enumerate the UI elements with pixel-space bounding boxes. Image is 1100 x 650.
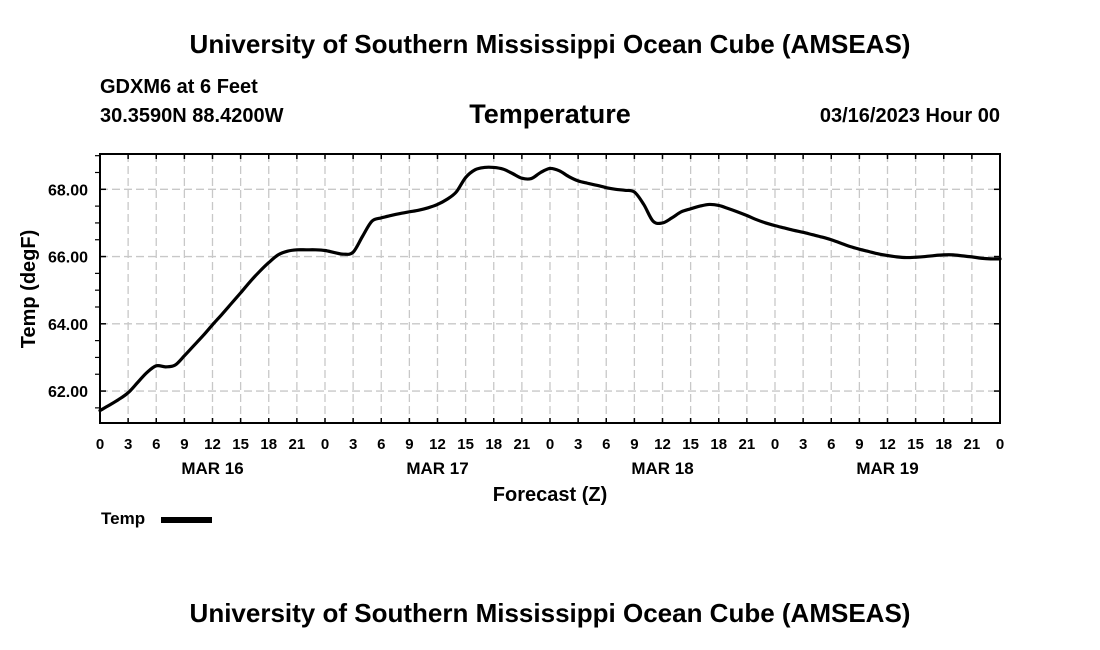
x-tick-label: 3 xyxy=(799,436,807,453)
bottom-title: University of Southern Mississippi Ocean… xyxy=(189,598,911,628)
y-tick-label: 66.00 xyxy=(48,250,88,267)
x-tick-label: 0 xyxy=(96,436,104,453)
y-tick-label: 62.00 xyxy=(48,384,88,401)
x-tick-label: 18 xyxy=(485,436,502,453)
date-label: MAR 18 xyxy=(631,459,693,478)
x-tick-label: 6 xyxy=(602,436,610,453)
x-tick-label: 12 xyxy=(204,436,221,453)
x-tick-label: 3 xyxy=(574,436,582,453)
date-label: MAR 19 xyxy=(856,459,918,478)
x-tick-label: 12 xyxy=(654,436,671,453)
x-tick-label: 15 xyxy=(907,436,924,453)
axes: 0 3 6 9 12 15 18 21 0 3 6 9 12 15 18 21 0 3 6 9 12 15 18 21 0 3 6 9… xyxy=(48,153,1004,478)
x-tick-label: 6 xyxy=(152,436,160,453)
x-tick-label: 6 xyxy=(377,436,385,453)
series-line-temp xyxy=(98,165,1002,413)
x-tick-label: 9 xyxy=(630,436,638,453)
date-label: MAR 16 xyxy=(181,459,243,478)
x-tick-label: 21 xyxy=(289,436,306,453)
x-tick-label: 9 xyxy=(405,436,413,453)
x-tick-label: 0 xyxy=(321,436,329,453)
x-tick-label: 21 xyxy=(964,436,981,453)
x-tick-label: 0 xyxy=(771,436,779,453)
grid xyxy=(100,154,1000,423)
x-tick-label: 9 xyxy=(180,436,188,453)
x-tick-label: 18 xyxy=(260,436,277,453)
x-tick-label: 15 xyxy=(682,436,699,453)
y-axis-label: Temp (degF) xyxy=(18,230,40,349)
x-tick-label: 0 xyxy=(546,436,554,453)
x-tick-label: 21 xyxy=(739,436,756,453)
series-layer xyxy=(98,165,1002,413)
x-tick-label: 3 xyxy=(124,436,132,453)
date-label: MAR 17 xyxy=(406,459,468,478)
x-tick-label: 0 xyxy=(996,436,1004,453)
x-tick-label: 18 xyxy=(710,436,727,453)
legend-label: Temp xyxy=(101,509,146,528)
x-tick-label: 15 xyxy=(232,436,249,453)
x-tick-label: 18 xyxy=(935,436,952,453)
chart-title: Temperature xyxy=(469,99,631,129)
run-time-label: 03/16/2023 Hour 00 xyxy=(819,105,1000,127)
x-tick-label: 21 xyxy=(514,436,531,453)
station-label: GDXM6 at 6 Feet xyxy=(100,76,258,98)
x-tick-label: 12 xyxy=(429,436,446,453)
x-tick-label: 3 xyxy=(349,436,357,453)
coordinates-label: 30.3590N 88.4200W xyxy=(100,105,284,127)
x-tick-label: 15 xyxy=(457,436,474,453)
x-tick-label: 9 xyxy=(855,436,863,453)
y-tick-label: 64.00 xyxy=(48,317,88,334)
y-tick-label: 68.00 xyxy=(48,182,88,199)
x-tick-label: 12 xyxy=(879,436,896,453)
top-title: University of Southern Mississippi Ocean… xyxy=(189,29,911,59)
x-tick-label: 6 xyxy=(827,436,835,453)
legend-swatch xyxy=(161,517,212,523)
x-axis-label: Forecast (Z) xyxy=(493,484,607,506)
